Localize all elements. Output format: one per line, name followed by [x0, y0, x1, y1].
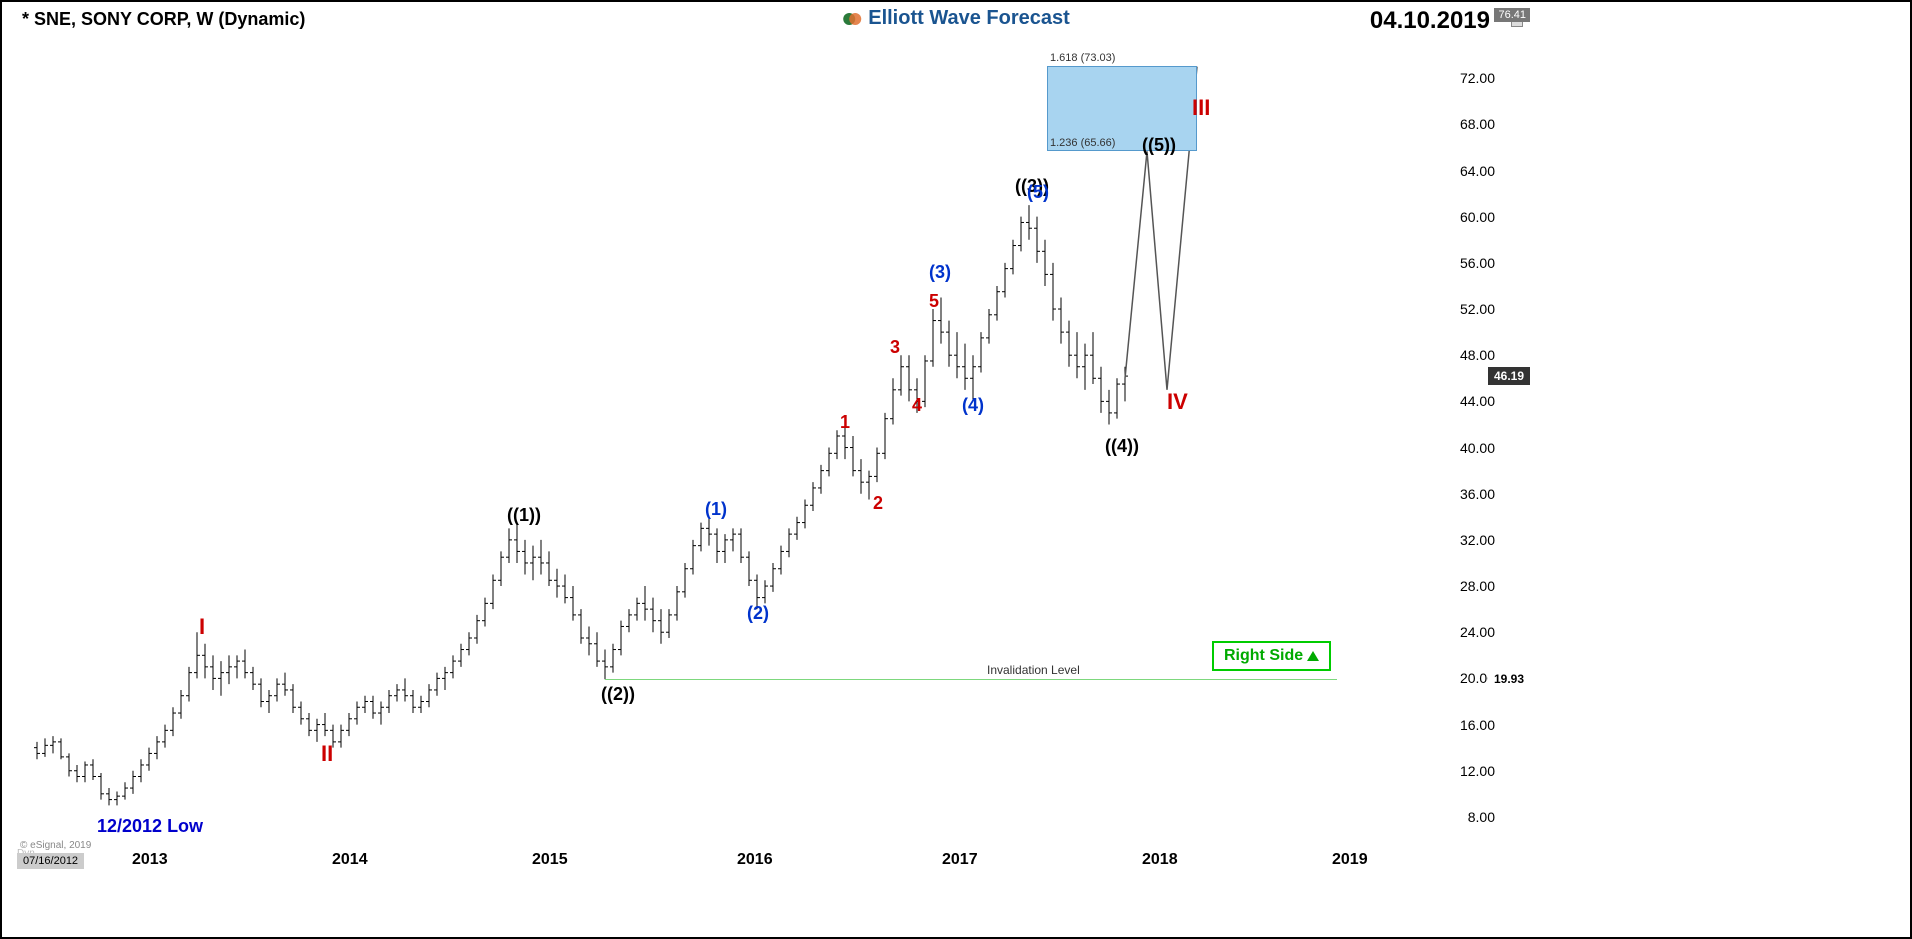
wave-label: ((1))	[507, 505, 541, 526]
start-date-label: 07/16/2012	[17, 853, 84, 869]
invalidation-line	[605, 679, 1337, 680]
header-bar: * SNE, SONY CORP, W (Dynamic) Elliott Wa…	[2, 5, 1910, 29]
top-price-marker: 76.41	[1494, 8, 1530, 22]
brand-text: Elliott Wave Forecast	[868, 7, 1070, 30]
price-chart-svg	[17, 32, 1452, 840]
right-side-badge: Right Side	[1212, 641, 1331, 671]
wave-label: (2)	[747, 603, 769, 624]
wave-label: (1)	[705, 499, 727, 520]
wave-label: I	[199, 614, 205, 640]
title-center: Elliott Wave Forecast	[842, 7, 1070, 30]
ew-logo-icon	[842, 9, 862, 29]
chart-container: * SNE, SONY CORP, W (Dynamic) Elliott Wa…	[0, 0, 1912, 939]
right-side-text: Right Side	[1224, 647, 1303, 665]
fib-low-label: 1.236 (65.66)	[1050, 137, 1115, 149]
wave-label: 12/2012 Low	[97, 816, 203, 837]
wave-label: 3	[890, 337, 900, 358]
wave-label: 5	[929, 291, 939, 312]
wave-label: 1	[840, 412, 850, 433]
y-axis: 8.0012.0016.0020.0024.0028.0032.0036.004…	[1445, 32, 1495, 840]
wave-label: ((4))	[1105, 436, 1139, 457]
chart-title: * SNE, SONY CORP, W (Dynamic)	[22, 9, 305, 30]
wave-label: IV	[1167, 389, 1188, 415]
wave-label: III	[1192, 95, 1210, 121]
wave-label: (4)	[962, 395, 984, 416]
wave-label: (5)	[1027, 182, 1049, 203]
invalidation-price-marker: 19.93	[1488, 670, 1530, 688]
fib-high-label: 1.618 (73.03)	[1050, 52, 1115, 64]
x-axis: 2013201420152016201720182019	[17, 845, 1452, 875]
wave-label: 4	[912, 395, 922, 416]
wave-label: (3)	[929, 262, 951, 283]
wave-label: II	[321, 741, 333, 767]
invalidation-text: Invalidation Level	[987, 663, 1080, 677]
wave-label: 2	[873, 493, 883, 514]
arrow-up-icon	[1307, 651, 1319, 661]
wave-label: ((5))	[1142, 135, 1176, 156]
current-price-marker: 46.19	[1488, 367, 1530, 385]
chart-date: 04.10.2019	[1370, 7, 1490, 35]
wave-label: ((2))	[601, 684, 635, 705]
